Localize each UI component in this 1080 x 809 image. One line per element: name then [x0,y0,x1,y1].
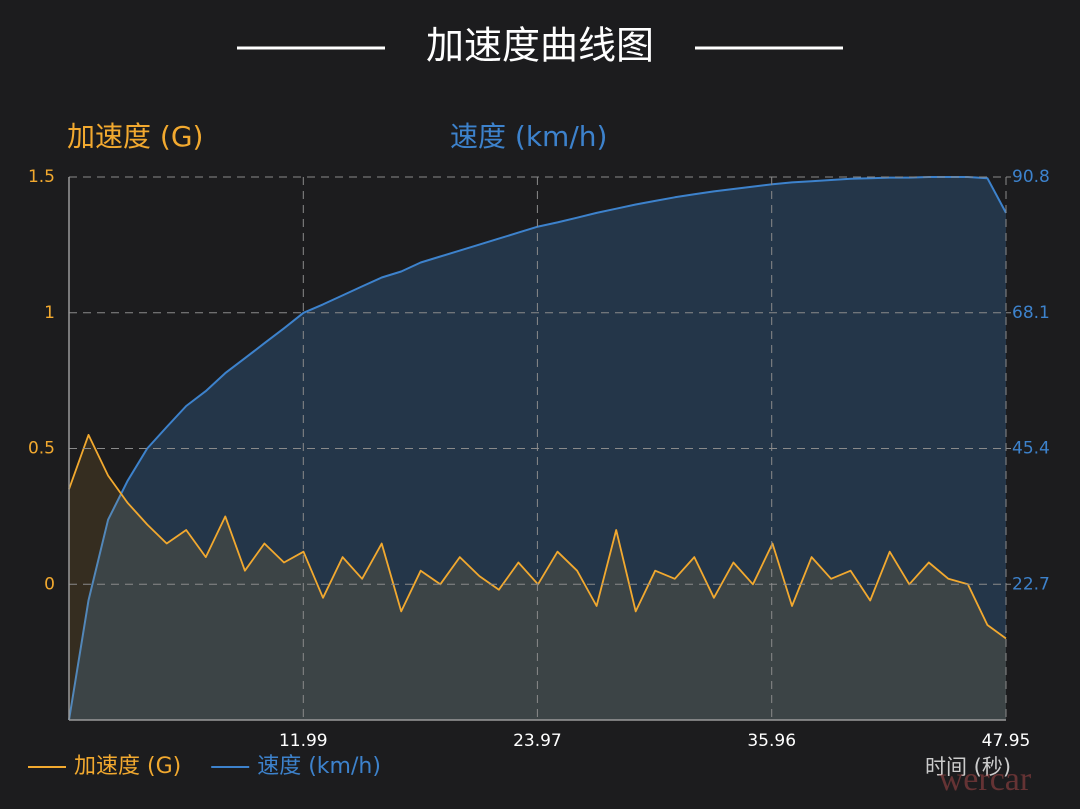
y-axis-label: 加速度 (G) [67,120,203,153]
legend-label: 加速度 (G) [74,754,181,779]
y-tick-label: 1.5 [28,167,55,187]
y2-tick-label: 45.4 [1012,439,1050,459]
chart-title: 加速度曲线图 [426,24,654,68]
x-tick-label: 47.95 [982,731,1031,751]
y2-tick-label: 90.8 [1012,167,1050,187]
series-area [69,434,1006,720]
x-tick-label: 23.97 [513,731,562,751]
x-tick-label: 11.99 [279,731,328,751]
y2-tick-label: 22.7 [1012,574,1050,594]
y2-tick-label: 68.1 [1012,303,1050,323]
legend-label: 速度 (km/h) [257,754,381,779]
watermark: wercar [939,761,1032,798]
y-tick-label: 1 [44,303,55,323]
x-tick-label: 35.96 [747,731,796,751]
y-tick-label: 0 [44,574,55,594]
y-tick-label: 0.5 [28,439,55,459]
x-axis-label: 时间 (秒) [925,755,1011,779]
y2-axis-label: 速度 (km/h) [450,120,607,153]
series-line [68,176,1007,721]
